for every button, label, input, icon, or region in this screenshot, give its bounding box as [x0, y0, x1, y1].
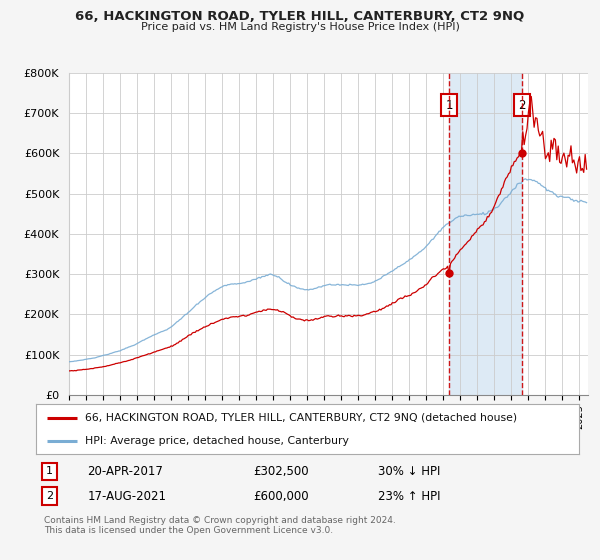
Text: 17-AUG-2021: 17-AUG-2021 — [88, 489, 167, 503]
Text: £302,500: £302,500 — [253, 465, 309, 478]
Text: 1: 1 — [46, 466, 53, 477]
Text: 20-APR-2017: 20-APR-2017 — [88, 465, 163, 478]
Text: Contains HM Land Registry data © Crown copyright and database right 2024.
This d: Contains HM Land Registry data © Crown c… — [44, 516, 396, 535]
Text: 66, HACKINGTON ROAD, TYLER HILL, CANTERBURY, CT2 9NQ: 66, HACKINGTON ROAD, TYLER HILL, CANTERB… — [76, 10, 524, 23]
Text: 2: 2 — [518, 99, 526, 111]
Text: 23% ↑ HPI: 23% ↑ HPI — [378, 489, 440, 503]
Text: Price paid vs. HM Land Registry's House Price Index (HPI): Price paid vs. HM Land Registry's House … — [140, 22, 460, 32]
Text: 2: 2 — [46, 491, 53, 501]
Bar — [449, 73, 522, 395]
Text: HPI: Average price, detached house, Canterbury: HPI: Average price, detached house, Cant… — [85, 436, 349, 446]
Text: 1: 1 — [445, 99, 453, 111]
Text: £600,000: £600,000 — [253, 489, 309, 503]
Text: 66, HACKINGTON ROAD, TYLER HILL, CANTERBURY, CT2 9NQ (detached house): 66, HACKINGTON ROAD, TYLER HILL, CANTERB… — [85, 413, 517, 423]
Text: 30% ↓ HPI: 30% ↓ HPI — [378, 465, 440, 478]
